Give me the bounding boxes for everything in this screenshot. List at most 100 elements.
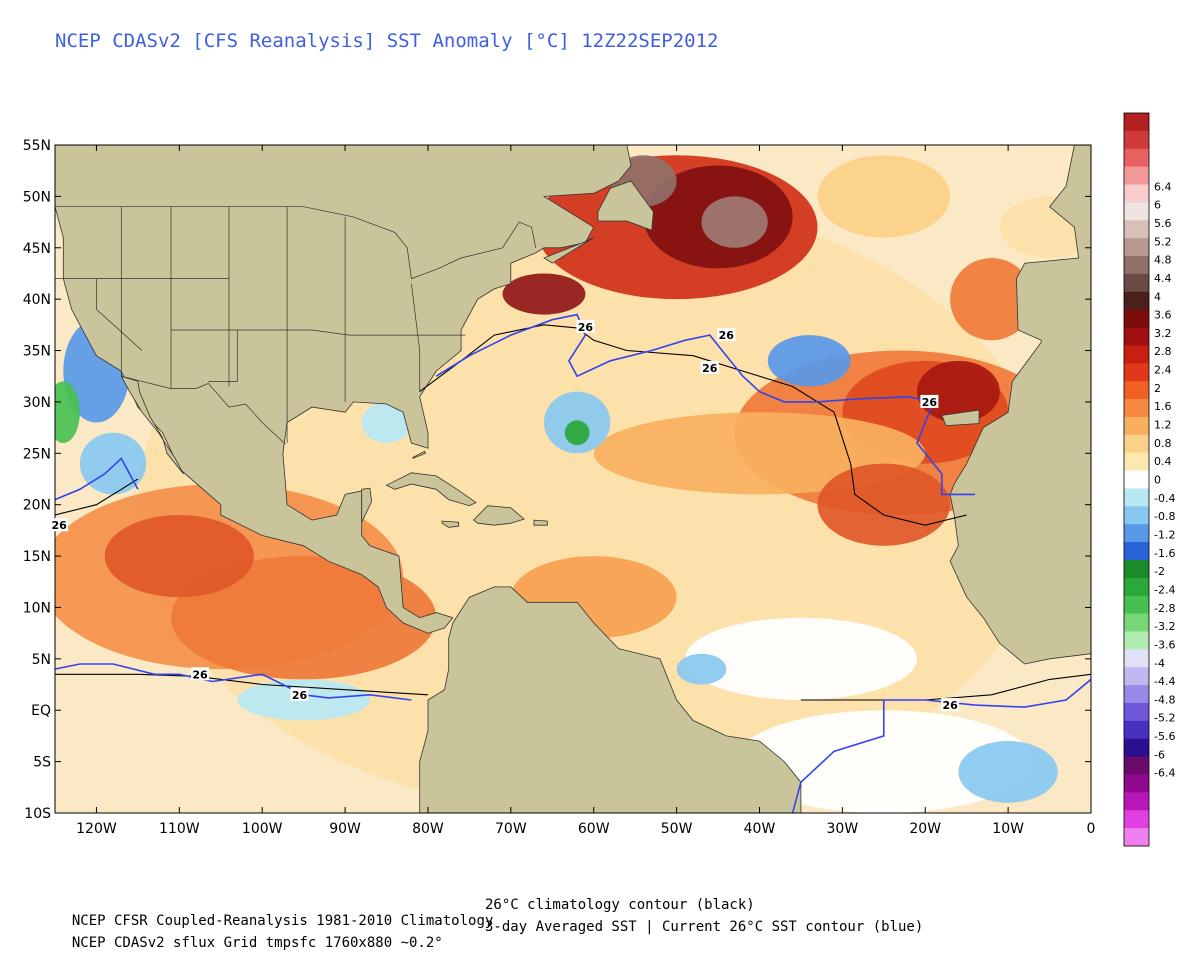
colorbar-label: 0 bbox=[1154, 474, 1161, 487]
land-baja bbox=[120, 375, 184, 475]
colorbar-label: 5.6 bbox=[1154, 217, 1172, 230]
colorbar-swatch bbox=[1124, 345, 1149, 364]
colorbar-swatch bbox=[1124, 220, 1149, 239]
colorbar-swatch bbox=[1124, 148, 1149, 168]
lat-tick-label: 25N bbox=[23, 446, 51, 462]
colorbar-swatch bbox=[1124, 327, 1149, 346]
map-plot-area bbox=[55, 145, 1091, 813]
colorbar-swatch bbox=[1124, 488, 1149, 507]
colorbar-swatch bbox=[1124, 595, 1149, 615]
colorbar-swatch bbox=[1124, 202, 1149, 221]
lon-tick-label: 120W bbox=[76, 821, 117, 837]
lat-tick-label: 50N bbox=[23, 189, 51, 205]
colorbar-label: 6.4 bbox=[1154, 180, 1172, 193]
colorbar-label: 6 bbox=[1154, 199, 1161, 212]
anomaly-equatorial-cool bbox=[676, 653, 727, 685]
colorbar-swatch bbox=[1124, 113, 1149, 132]
lon-tick-label: 0 bbox=[1087, 821, 1096, 837]
contour-climatology-2 bbox=[55, 673, 429, 696]
anomaly-se-atl-cool bbox=[958, 741, 1058, 803]
anomaly-cool-patch-core bbox=[564, 420, 590, 446]
map-title: NCEP CDASv2 [CFS Reanalysis] SST Anomaly… bbox=[55, 30, 719, 52]
colorbar: 6.4 6 5.6 5.2 4.8 4.4 4 3.6 3.2 2.8 2.4 2 1.6 1.2 0.8 0… bbox=[1123, 112, 1175, 847]
colorbar-swatch bbox=[1124, 506, 1149, 525]
colorbar-swatch bbox=[1124, 542, 1149, 561]
contour-climatology-3 bbox=[800, 673, 1091, 701]
colorbar-swatch bbox=[1124, 756, 1149, 775]
colorbar-label: -5.2 bbox=[1154, 712, 1175, 725]
lon-tick-label: 80W bbox=[412, 821, 444, 837]
colorbar-swatch bbox=[1124, 738, 1149, 758]
lon-tick-label: 60W bbox=[578, 821, 610, 837]
land-border-0 bbox=[121, 375, 286, 445]
anomaly-south-atl-neutral bbox=[734, 710, 1033, 813]
colorbar-swatch bbox=[1124, 810, 1149, 829]
land-newfoundland bbox=[597, 180, 654, 231]
colorbar-swatch bbox=[1124, 667, 1149, 686]
lon-tick-label: 70W bbox=[495, 821, 527, 837]
footer-current-contour: 3-day Averaged SST | Current 26°C SST co… bbox=[485, 919, 924, 935]
contour-label: 26 bbox=[192, 668, 208, 681]
colorbar-label: -4.4 bbox=[1154, 675, 1175, 688]
anomaly-epac-warm-core bbox=[171, 556, 437, 680]
land-africa bbox=[949, 145, 1091, 665]
colorbar-swatch bbox=[1124, 524, 1149, 543]
colorbar-label: -3.6 bbox=[1154, 638, 1175, 651]
colorbar-label: 1.6 bbox=[1154, 400, 1172, 413]
footer-data-source: NCEP CDASv2 sflux Grid tmpsfc 1760x880 ~… bbox=[71, 935, 443, 951]
lon-tick-label: 20W bbox=[909, 821, 941, 837]
colorbar-label: 2.4 bbox=[1154, 364, 1172, 377]
colorbar-swatch bbox=[1124, 130, 1149, 150]
colorbar-swatch bbox=[1124, 399, 1149, 418]
colorbar-swatch bbox=[1124, 309, 1149, 329]
colorbar-label: -2.8 bbox=[1154, 602, 1175, 615]
contour-label: 26 bbox=[292, 689, 308, 702]
lat-tick-label: 5S bbox=[33, 755, 51, 771]
colorbar-label: -3.2 bbox=[1154, 620, 1175, 633]
colorbar-label: 2 bbox=[1154, 382, 1161, 395]
lon-tick-label: 90W bbox=[329, 821, 361, 837]
land-jamaica bbox=[441, 520, 460, 528]
land-cuba bbox=[385, 472, 477, 507]
map-axes: 120W 110W 100W 90W 80W 70W 60W 50W 40W 30W 20W 10W 0… bbox=[23, 138, 1096, 837]
contour-label-bg bbox=[941, 698, 960, 712]
land-masses bbox=[55, 145, 1091, 813]
colorbar-swatch bbox=[1124, 828, 1149, 847]
contour-label-bg bbox=[717, 328, 736, 342]
anomaly-epac-warm-hot bbox=[104, 514, 254, 598]
contour-label: 26 bbox=[51, 519, 67, 532]
colorbar-label: -4.8 bbox=[1154, 693, 1175, 706]
lat-tick-label: 35N bbox=[23, 344, 51, 360]
land-border-11 bbox=[208, 330, 238, 382]
map-frame bbox=[54, 144, 1092, 814]
colorbar-swatch bbox=[1124, 577, 1149, 597]
footer-line-1: NCEP CFSR Coupled-Reanalysis 1981-2010 C… bbox=[55, 897, 755, 945]
colorbar-swatch bbox=[1124, 470, 1149, 489]
lat-tick-label: 45N bbox=[23, 241, 51, 257]
colorbar-swatch bbox=[1124, 184, 1149, 203]
colorbar-label: -2 bbox=[1154, 565, 1165, 578]
contour-current-2 bbox=[55, 663, 412, 701]
colorbar-swatch bbox=[1124, 291, 1149, 311]
lat-tick-label: 15N bbox=[23, 549, 51, 565]
colorbar-swatch bbox=[1124, 256, 1149, 275]
colorbar-frame bbox=[1123, 112, 1150, 847]
colorbar-swatch bbox=[1124, 685, 1149, 704]
lat-tick-label: EQ bbox=[31, 703, 51, 719]
land-south-america bbox=[419, 586, 802, 813]
lon-tick-label: 10W bbox=[992, 821, 1024, 837]
anomaly-california-cold bbox=[55, 381, 80, 444]
lat-tick-label: 30N bbox=[23, 395, 51, 411]
contour-current-0 bbox=[55, 457, 139, 501]
lon-tick-label: 100W bbox=[242, 821, 283, 837]
contour-label: 26 bbox=[702, 362, 718, 375]
lat-tick-label: 10N bbox=[23, 600, 51, 616]
colorbar-swatch bbox=[1124, 452, 1149, 472]
anomaly-ne-atl-north bbox=[817, 155, 951, 238]
contour-label: 26 bbox=[922, 396, 938, 409]
colorbar-swatch bbox=[1124, 238, 1149, 257]
footer-climatology-contour: 26°C climatology contour (black) bbox=[485, 897, 755, 913]
contour-climatology-0 bbox=[55, 478, 139, 516]
anomaly-cool-patch-2 bbox=[767, 335, 851, 387]
anomaly-iberia-warm bbox=[950, 258, 1033, 341]
